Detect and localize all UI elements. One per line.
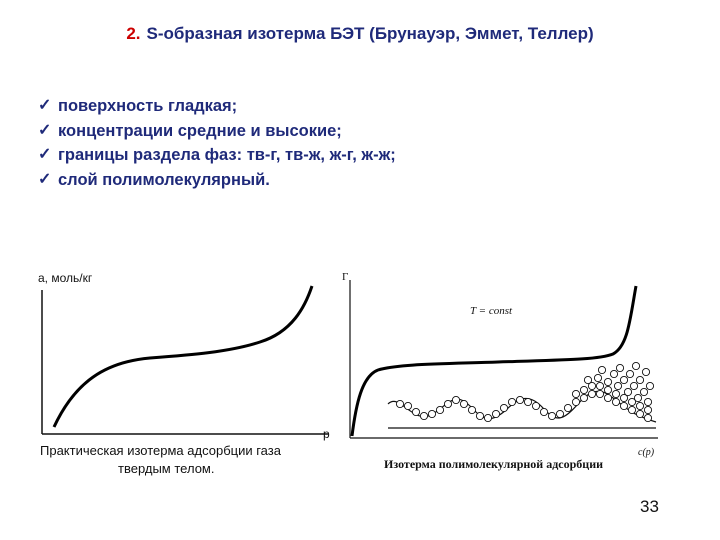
molecule	[597, 365, 607, 375]
molecule	[611, 397, 621, 407]
molecule	[613, 381, 623, 391]
molecule	[625, 369, 635, 379]
molecule	[579, 385, 589, 395]
molecule	[595, 389, 605, 399]
molecule	[499, 403, 509, 413]
molecule	[475, 411, 485, 421]
molecule	[635, 401, 645, 411]
left-caption: Практическая изотерма адсорбции газа тве…	[40, 442, 330, 478]
molecule	[491, 409, 501, 419]
molecule	[593, 373, 603, 383]
molecule	[629, 381, 639, 391]
molecule	[555, 409, 565, 419]
checkmark-icon: ✓	[38, 170, 52, 188]
molecule	[411, 407, 421, 417]
molecule	[603, 393, 613, 403]
molecule	[595, 381, 605, 391]
right-caption: Изотерма полимолекулярной адсорбции	[384, 457, 603, 471]
slide-title: 2. S-образная изотерма БЭТ (Брунауэр, Эмм…	[0, 24, 720, 44]
molecule	[563, 403, 573, 413]
bullet-text: слой полимолекулярный.	[58, 170, 270, 189]
molecule	[603, 385, 613, 395]
molecule	[619, 393, 629, 403]
molecule	[419, 411, 429, 421]
molecule	[587, 389, 597, 399]
molecule	[635, 409, 645, 419]
molecule	[641, 367, 651, 377]
title-number: 2.	[126, 24, 141, 43]
molecule	[451, 395, 461, 405]
molecule	[467, 405, 477, 415]
checkmark-icon: ✓	[38, 97, 52, 114]
molecule	[531, 401, 541, 411]
molecule	[587, 381, 597, 391]
bullet-text: концентрации средние и высокие;	[58, 121, 342, 140]
molecule	[643, 413, 653, 423]
molecule	[539, 407, 549, 417]
isotherm-curve	[350, 285, 638, 437]
molecule	[609, 369, 619, 379]
molecule	[403, 401, 413, 411]
caption-line-2: твердым телом.	[118, 461, 215, 476]
molecule	[583, 375, 593, 385]
molecule	[643, 397, 653, 407]
y-axis-label: a, моль/кг	[38, 271, 93, 285]
molecule	[645, 381, 655, 391]
page-number: 33	[640, 497, 659, 516]
molecule	[603, 377, 613, 387]
practical-isotherm-figure: a, моль/кг p	[38, 271, 330, 441]
bullet-item: ✓ поверхность гладкая;	[38, 94, 396, 119]
molecule	[515, 395, 525, 405]
molecule	[615, 363, 625, 373]
x-axis-label: c(p)	[638, 447, 655, 458]
molecule	[571, 397, 581, 407]
molecule	[619, 375, 629, 385]
bullet-text: границы раздела фаз: тв-г, тв-ж, ж-г, ж-…	[58, 146, 396, 164]
temperature-annotation: T = const	[470, 305, 513, 317]
molecule	[627, 397, 637, 407]
molecule	[459, 399, 469, 409]
molecule	[507, 397, 517, 407]
molecule	[611, 389, 621, 399]
bullet-text: поверхность гладкая;	[58, 97, 238, 115]
molecule	[639, 387, 649, 397]
y-axis-label: Г	[342, 271, 348, 283]
molecule	[579, 393, 589, 403]
molecule	[395, 399, 405, 409]
isotherm-curve	[52, 285, 314, 428]
title-text: S-образная изотерма БЭТ (Брунауэр, Эммет…	[146, 24, 594, 43]
molecule	[633, 393, 643, 403]
molecule	[631, 361, 641, 371]
polymolecular-isotherm-figure: Г T = const Изотерма полимолекулярной ад…	[342, 271, 658, 471]
molecule	[547, 411, 557, 421]
bullet-item: ✓ слой полимолекулярный.	[38, 168, 396, 193]
bullet-item: ✓ границы раздела фаз: тв-г, тв-ж, ж-г, ж…	[38, 143, 396, 168]
checkmark-icon: ✓	[38, 146, 52, 163]
molecule	[571, 389, 581, 399]
molecule	[635, 375, 645, 385]
molecule	[523, 397, 533, 407]
molecule	[643, 405, 653, 415]
molecule	[619, 401, 629, 411]
checkmark-icon: ✓	[38, 121, 52, 139]
molecule	[427, 409, 437, 419]
molecule	[483, 413, 493, 423]
bullet-item: ✓ концентрации средние и высокие;	[38, 119, 396, 144]
molecule	[443, 399, 453, 409]
x-axis-label: p	[323, 427, 330, 441]
adsorbed-molecules	[395, 361, 655, 423]
bullet-list: ✓ поверхность гладкая; ✓ концентрации сред…	[38, 94, 396, 192]
molecule	[623, 387, 633, 397]
caption-line-1: Практическая изотерма адсорбции газа	[40, 443, 281, 458]
molecule	[435, 405, 445, 415]
molecule	[627, 405, 637, 415]
